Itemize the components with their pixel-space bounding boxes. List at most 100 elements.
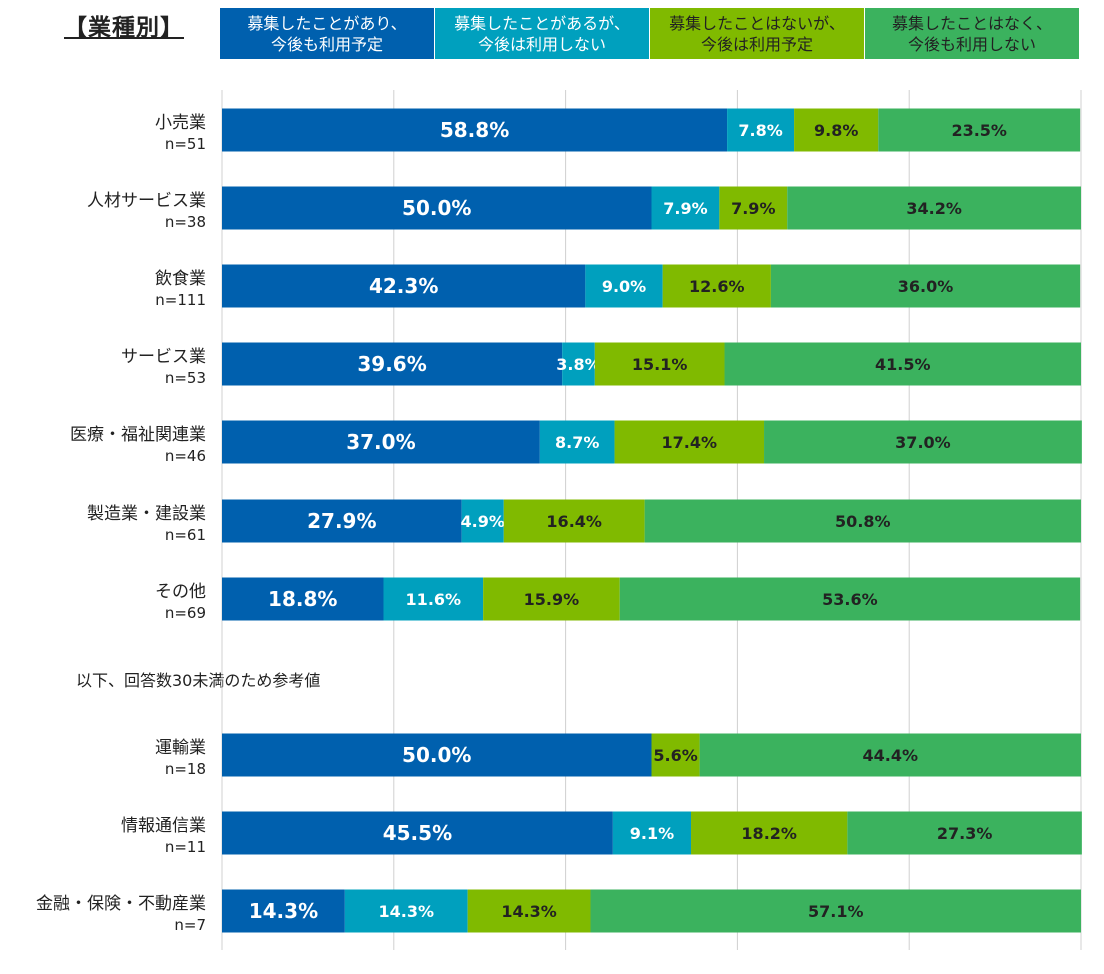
data-label: 15.9% [524, 590, 580, 609]
bar-segment [562, 342, 595, 386]
category-label: 人材サービス業 [87, 191, 206, 211]
bar-segment [222, 499, 462, 543]
data-label: 14.3% [249, 899, 318, 923]
data-label: 57.1% [808, 902, 864, 921]
data-label: 50.8% [835, 512, 891, 531]
data-label: 15.1% [632, 355, 688, 374]
legend-item-series-1: 募集したことがあり、 今後も利用予定 [220, 8, 435, 59]
bar-segment [764, 420, 1082, 464]
data-label: 44.4% [863, 746, 919, 765]
data-label: 3.8% [556, 355, 600, 374]
bar-segment [619, 577, 1081, 621]
data-label: 42.3% [369, 274, 438, 298]
bar-segment [847, 811, 1082, 855]
bar-segment [651, 186, 720, 230]
data-label: 7.9% [731, 199, 775, 218]
bar-segment [503, 499, 645, 543]
data-label: 9.8% [814, 121, 858, 140]
data-label: 37.0% [895, 433, 951, 452]
data-label: 18.8% [268, 587, 337, 611]
category-label: 製造業・建設業 [87, 504, 206, 524]
bar-segment [585, 264, 663, 308]
bar-segment [222, 264, 586, 308]
bar-segment [651, 733, 700, 777]
category-label: 医療・福祉関連業 [70, 425, 206, 445]
bar-segment [612, 811, 692, 855]
legend: 募集したことがあり、 今後も利用予定 募集したことがあるが、 今後は利用しない … [220, 8, 1080, 59]
bar-segment [662, 264, 771, 308]
data-label: 9.0% [602, 277, 646, 296]
bar-segment [222, 420, 540, 464]
bar-segment [727, 108, 795, 152]
category-sample-size: n=46 [165, 447, 206, 465]
category-sample-size: n=38 [165, 213, 206, 231]
bar-segment [614, 420, 765, 464]
bar-segment [461, 499, 504, 543]
category-label: 運輸業 [155, 738, 206, 758]
category-sample-size: n=11 [165, 838, 206, 856]
data-label: 23.5% [951, 121, 1007, 140]
data-label: 4.9% [461, 512, 505, 531]
category-sample-size: n=51 [165, 135, 206, 153]
category-label: 情報通信業 [121, 816, 206, 836]
bar-segment [344, 889, 468, 933]
data-label: 5.6% [653, 746, 697, 765]
bar-segment [787, 186, 1081, 230]
bar-segment [691, 811, 848, 855]
bar-segment [770, 264, 1081, 308]
bar-segment [467, 889, 591, 933]
category-label: サービス業 [121, 347, 206, 367]
bar-segment [878, 108, 1081, 152]
data-label: 36.0% [898, 277, 954, 296]
category-label: その他 [155, 582, 206, 602]
data-label: 27.9% [307, 509, 376, 533]
data-label: 41.5% [875, 355, 931, 374]
bar-segment [222, 733, 652, 777]
bar-segment [222, 186, 652, 230]
reference-note: 以下、回答数30未満のため参考値 [76, 671, 321, 690]
category-label: 小売業 [155, 113, 206, 133]
legend-item-series-4: 募集したことはなく、 今後も利用しない [865, 8, 1080, 59]
data-label: 14.3% [501, 902, 557, 921]
bar-segment [590, 889, 1081, 933]
legend-item-series-2: 募集したことがあるが、 今後は利用しない [435, 8, 650, 59]
chart-title: 【業種別】 [64, 15, 184, 41]
bar-segment [539, 420, 615, 464]
category-sample-size: n=69 [165, 604, 206, 622]
bar-segment [222, 889, 345, 933]
bar-segment [483, 577, 620, 621]
data-label: 7.9% [663, 199, 707, 218]
bar-segment [222, 811, 613, 855]
bar-segment [222, 577, 384, 621]
data-label: 18.2% [741, 824, 797, 843]
category-label: 飲食業 [155, 269, 206, 289]
bar-segment [222, 108, 728, 152]
category-sample-size: n=111 [155, 291, 206, 309]
bar-segment [383, 577, 484, 621]
data-label: 50.0% [402, 196, 471, 220]
bar-segment [222, 342, 563, 386]
category-sample-size: n=18 [165, 760, 206, 778]
category-sample-size: n=7 [174, 916, 206, 934]
data-label: 17.4% [662, 433, 718, 452]
data-label: 8.7% [555, 433, 599, 452]
data-label: 50.0% [402, 743, 471, 767]
bar-segment [794, 108, 879, 152]
data-label: 14.3% [378, 902, 434, 921]
bar-segment [724, 342, 1081, 386]
bar-segment [644, 499, 1081, 543]
data-label: 58.8% [440, 118, 509, 142]
data-label: 27.3% [937, 824, 993, 843]
data-label: 12.6% [689, 277, 745, 296]
data-label: 11.6% [406, 590, 462, 609]
data-label: 37.0% [346, 430, 415, 454]
bar-segment [719, 186, 788, 230]
category-sample-size: n=61 [165, 526, 206, 544]
data-label: 39.6% [357, 352, 426, 376]
legend-item-series-3: 募集したことはないが、 今後は利用予定 [650, 8, 865, 59]
data-label: 53.6% [822, 590, 878, 609]
data-label: 34.2% [906, 199, 962, 218]
data-label: 45.5% [383, 821, 452, 845]
category-sample-size: n=53 [165, 369, 206, 387]
